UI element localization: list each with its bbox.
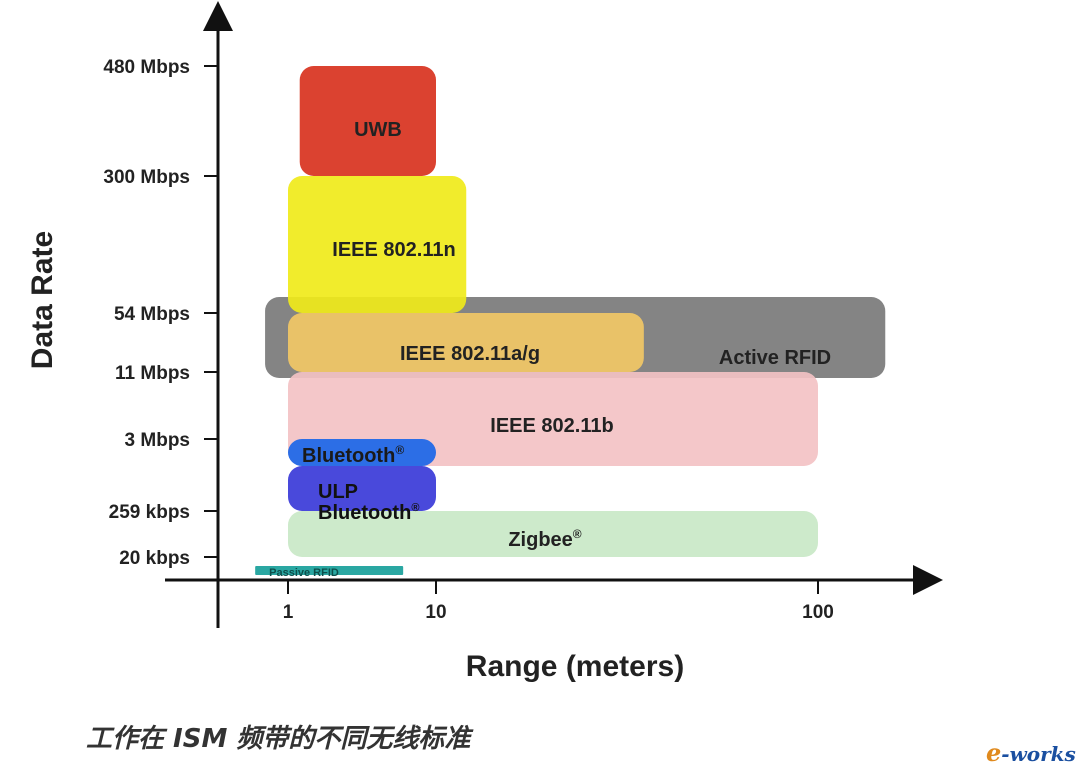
region-zigbee: Zigbee®	[288, 511, 818, 557]
x-tick-layer: 1 10 100	[283, 580, 834, 623]
watermark-logo: e-works	[986, 738, 1076, 767]
region-label-text: IEEE 802.11a/g	[400, 343, 540, 365]
watermark-e: e	[986, 738, 1002, 767]
x-tick-label: 1	[283, 602, 294, 623]
region-label-text: IEEE 802.11n	[332, 239, 455, 261]
y-tick-layer: 20 kbps 259 kbps 3 Mbps 11 Mbps 54 Mbps 300 M…	[103, 57, 218, 569]
region-label-sup: ®	[411, 502, 419, 514]
region-passive-rfid: Passive RFID	[255, 566, 404, 579]
region-label-ieee-802-11n: IEEE 802.11n	[332, 239, 455, 261]
y-tick-label: 11 Mbps	[115, 363, 190, 384]
region-label-ieee-802-11a-g: IEEE 802.11a/g	[400, 343, 540, 365]
region-label-active-rfid: Active RFID	[719, 347, 831, 369]
region-label-text: Passive RFID	[269, 567, 339, 579]
region-label-text: IEEE 802.11b	[490, 415, 613, 437]
region-rect-ulp-bluetooth	[288, 466, 436, 511]
y-tick-label: 259 kbps	[109, 502, 190, 523]
figure-caption: 工作在 ISM 频带的不同无线标准	[86, 724, 471, 754]
region-label-bluetooth: Bluetooth®	[302, 443, 404, 467]
region-label-ieee-802-11b: IEEE 802.11b	[490, 415, 613, 437]
region-label-uwb: UWB	[354, 119, 402, 141]
region-rect-uwb	[299, 66, 436, 176]
region-label-zigbee: Zigbee®	[508, 527, 581, 551]
y-tick-label: 480 Mbps	[103, 57, 190, 78]
x-tick-label: 100	[802, 602, 834, 623]
y-tick-label: 300 Mbps	[103, 167, 190, 188]
region-layer: Active RFID UWB IEEE 802.11n IEEE 802.11a/g…	[255, 66, 886, 579]
region-label-text: UWB	[354, 119, 402, 141]
y-tick-label: 20 kbps	[119, 548, 190, 569]
region-rect-passive-rfid	[255, 566, 404, 575]
chart-canvas: Active RFID UWB IEEE 802.11n IEEE 802.11a/g…	[26, 1, 943, 683]
region-label-ulp-bluetooth: ULP Bluetooth®	[318, 481, 419, 524]
region-rect-zigbee	[288, 511, 818, 557]
region-bluetooth: Bluetooth®	[288, 439, 436, 467]
y-tick-label: 3 Mbps	[125, 430, 190, 451]
region-rect-bluetooth	[288, 439, 436, 466]
region-rect-ieee-802-11a-g	[288, 313, 644, 372]
x-tick-label: 10	[425, 602, 446, 623]
region-ulp-bluetooth: ULP Bluetooth®	[288, 466, 436, 524]
region-label-line-2: Bluetooth	[318, 502, 411, 524]
y-axis-label: Data Rate	[26, 231, 59, 369]
region-rect-ieee-802-11n	[288, 176, 467, 313]
region-label-sup: ®	[573, 527, 582, 541]
region-label-text: Active RFID	[719, 347, 831, 369]
region-label-text: Bluetooth	[302, 445, 395, 467]
region-label-sup: ®	[395, 443, 404, 457]
region-uwb: UWB	[299, 66, 436, 176]
region-ieee-802-11n: IEEE 802.11n	[288, 176, 467, 313]
x-axis-label: Range (meters)	[466, 650, 684, 683]
region-label-line-1: ULP	[318, 481, 358, 503]
watermark-rest: -works	[1001, 742, 1076, 766]
y-tick-label: 54 Mbps	[114, 304, 190, 325]
region-label-text: Zigbee	[508, 529, 572, 551]
region-label-passive-rfid: Passive RFID	[269, 567, 339, 579]
region-ieee-802-11a-g: IEEE 802.11a/g	[288, 313, 644, 372]
